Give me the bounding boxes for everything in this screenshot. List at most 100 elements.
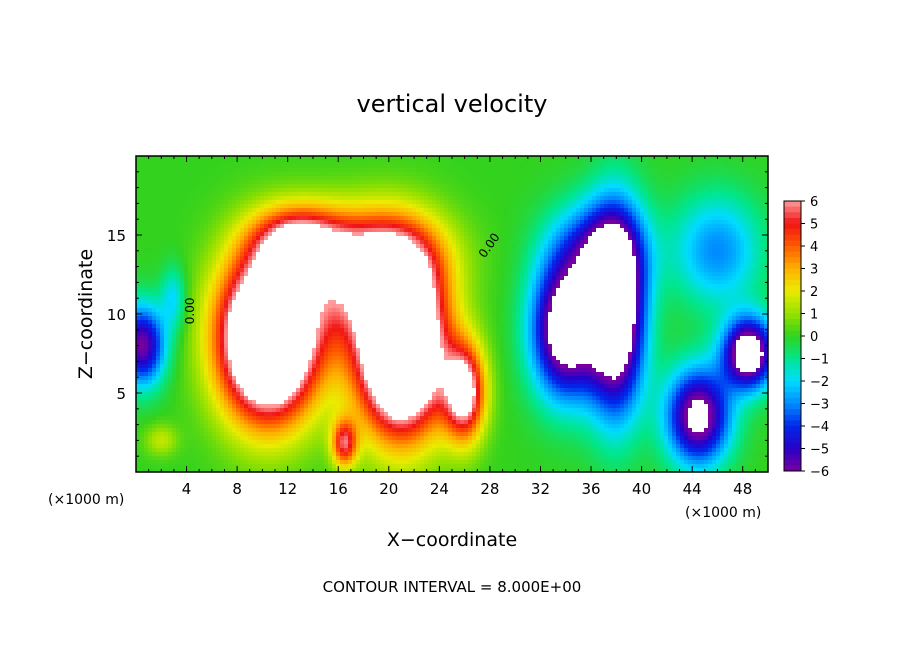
heatmap-cell (464, 208, 469, 213)
heatmap-cell (464, 196, 469, 201)
heatmap-cell (436, 276, 441, 281)
heatmap-cell (240, 276, 245, 281)
heatmap-cell (248, 172, 253, 177)
heatmap-cell (624, 228, 629, 233)
heatmap-cell (696, 228, 701, 233)
heatmap-cell (476, 184, 481, 189)
heatmap-cell (452, 184, 457, 189)
heatmap-cell (732, 204, 737, 209)
heatmap-cell (648, 248, 653, 253)
heatmap-cell (448, 176, 453, 181)
heatmap-cell (440, 248, 445, 253)
heatmap-cell (520, 240, 525, 245)
heatmap-cell (308, 164, 313, 169)
heatmap-cell (712, 192, 717, 197)
heatmap-cell (220, 256, 225, 261)
heatmap-cell (520, 280, 525, 285)
heatmap-cell (724, 164, 729, 169)
heatmap-cell (740, 200, 745, 205)
heatmap-cell (224, 156, 229, 161)
heatmap-cell (220, 224, 225, 229)
heatmap-cell (528, 180, 533, 185)
heatmap-cell (188, 228, 193, 233)
heatmap-cell (496, 176, 501, 181)
heatmap-cell (700, 260, 705, 265)
heatmap-cell (476, 156, 481, 161)
heatmap-cell (724, 248, 729, 253)
heatmap-cell (656, 196, 661, 201)
heatmap-cell (276, 172, 281, 177)
heatmap-cell (432, 232, 437, 237)
heatmap-cell (608, 192, 613, 197)
heatmap-cell (696, 252, 701, 257)
heatmap-cell (700, 180, 705, 185)
heatmap-cell (540, 192, 545, 197)
heatmap-cell (300, 180, 305, 185)
heatmap-cell (260, 232, 265, 237)
heatmap-cell (468, 184, 473, 189)
heatmap-cell (744, 252, 749, 257)
heatmap-cell (148, 160, 153, 165)
heatmap-cell (592, 256, 597, 261)
heatmap-cell (764, 156, 769, 161)
heatmap-cell (460, 236, 465, 241)
heatmap-cell (356, 272, 361, 277)
heatmap-cell (292, 276, 297, 281)
heatmap-cell (412, 164, 417, 169)
heatmap-cell (460, 264, 465, 269)
heatmap-cell (212, 244, 217, 249)
heatmap-cell (700, 272, 705, 277)
heatmap-cell (340, 192, 345, 197)
heatmap-cell (756, 160, 761, 165)
heatmap-cell (752, 240, 757, 245)
heatmap-cell (292, 168, 297, 173)
heatmap-cell (660, 228, 665, 233)
heatmap-cell (668, 180, 673, 185)
heatmap-cell (372, 200, 377, 205)
heatmap-cell (700, 196, 705, 201)
heatmap-cell (476, 188, 481, 193)
heatmap-cell (620, 160, 625, 165)
heatmap-cell (572, 240, 577, 245)
heatmap-cell (324, 280, 329, 285)
heatmap-cell (236, 204, 241, 209)
heatmap-cell (264, 224, 269, 229)
heatmap-cell (204, 240, 209, 245)
heatmap-cell (456, 200, 461, 205)
heatmap-cell (732, 272, 737, 277)
heatmap-cell (688, 276, 693, 281)
heatmap-cell (636, 220, 641, 225)
heatmap-cell (384, 156, 389, 161)
heatmap-cell (332, 176, 337, 181)
heatmap-cell (264, 160, 269, 165)
heatmap-cell (700, 172, 705, 177)
heatmap-cell (412, 172, 417, 177)
heatmap-cell (664, 196, 669, 201)
heatmap-cell (240, 232, 245, 237)
heatmap-cell (140, 216, 145, 221)
heatmap-cell (676, 204, 681, 209)
heatmap-cell (500, 196, 505, 201)
heatmap-cell (160, 272, 165, 277)
heatmap-cell (272, 280, 277, 285)
heatmap-cell (504, 232, 509, 237)
heatmap-cell (680, 236, 685, 241)
heatmap-cell (552, 200, 557, 205)
heatmap-cell (292, 220, 297, 225)
heatmap-cell (160, 240, 165, 245)
heatmap-cell (556, 168, 561, 173)
heatmap-cell (268, 256, 273, 261)
heatmap-cell (552, 252, 557, 257)
heatmap-cell (716, 260, 721, 265)
heatmap-cell (216, 200, 221, 205)
heatmap-cell (752, 200, 757, 205)
heatmap-cell (520, 204, 525, 209)
heatmap-cell (444, 224, 449, 229)
heatmap-cell (408, 212, 413, 217)
heatmap-cell (620, 264, 625, 269)
heatmap-cell (312, 280, 317, 285)
heatmap-cell (408, 236, 413, 241)
heatmap-cell (192, 192, 197, 197)
heatmap-cell (480, 200, 485, 205)
heatmap-cell (264, 268, 269, 273)
